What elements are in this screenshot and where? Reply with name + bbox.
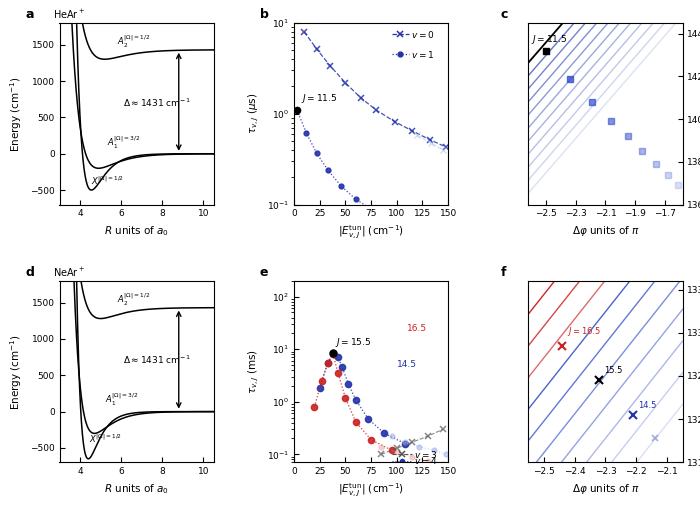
Text: b: b <box>260 8 269 21</box>
X-axis label: $R$ units of $a_0$: $R$ units of $a_0$ <box>104 482 169 496</box>
Text: HeAr$^+$: HeAr$^+$ <box>53 8 85 21</box>
Text: d: d <box>26 266 34 279</box>
Text: e: e <box>260 266 269 279</box>
Text: $X^{|\Omega|=1/2}$: $X^{|\Omega|=1/2}$ <box>90 432 122 445</box>
Text: 14.5: 14.5 <box>397 360 416 369</box>
X-axis label: $|E^{\rm tun}_{v,J}|$ (cm$^{-1}$): $|E^{\rm tun}_{v,J}|$ (cm$^{-1}$) <box>338 224 404 241</box>
Text: $\Delta \approx 1431$ cm$^{-1}$: $\Delta \approx 1431$ cm$^{-1}$ <box>123 96 191 108</box>
Text: c: c <box>500 8 508 21</box>
Text: $A_1^{|\Omega|=3/2}$: $A_1^{|\Omega|=3/2}$ <box>107 134 140 151</box>
Text: $J = 15.5$: $J = 15.5$ <box>335 336 372 349</box>
Text: $A_2^{|\Omega|=1/2}$: $A_2^{|\Omega|=1/2}$ <box>117 34 150 50</box>
Text: $X^{|\Omega|=1/2}$: $X^{|\Omega|=1/2}$ <box>92 175 125 187</box>
Text: 14.5: 14.5 <box>638 401 656 410</box>
Y-axis label: $\tau_{v,J}$ ($\mu$s): $\tau_{v,J}$ ($\mu$s) <box>247 93 261 134</box>
Text: $A_1^{|\Omega|=3/2}$: $A_1^{|\Omega|=3/2}$ <box>105 392 138 408</box>
X-axis label: $R$ units of $a_0$: $R$ units of $a_0$ <box>104 224 169 238</box>
X-axis label: $|E^{\rm tun}_{v,J}|$ (cm$^{-1}$): $|E^{\rm tun}_{v,J}|$ (cm$^{-1}$) <box>338 482 404 499</box>
Text: NeAr$^+$: NeAr$^+$ <box>53 266 85 279</box>
Text: $v = 0$: $v = 0$ <box>411 29 435 40</box>
Text: $A_2^{|\Omega|=1/2}$: $A_2^{|\Omega|=1/2}$ <box>117 292 150 308</box>
Y-axis label: Energy (cm$^{-1}$): Energy (cm$^{-1}$) <box>8 76 24 152</box>
Y-axis label: Energy (cm$^{-1}$): Energy (cm$^{-1}$) <box>8 334 24 410</box>
Text: 15.5: 15.5 <box>604 366 622 376</box>
Text: $v = 3$: $v = 3$ <box>414 449 438 460</box>
Text: 16.5: 16.5 <box>407 324 427 333</box>
Text: $J = 11.5$: $J = 11.5$ <box>301 92 337 105</box>
Text: $J=16.5$: $J=16.5$ <box>567 326 601 338</box>
Text: $v = 4$: $v = 4$ <box>414 455 438 467</box>
Text: $v = 1$: $v = 1$ <box>411 49 435 60</box>
Text: $J=11.5$: $J=11.5$ <box>531 33 568 46</box>
X-axis label: $\Delta\varphi$ units of $\pi$: $\Delta\varphi$ units of $\pi$ <box>571 482 639 496</box>
Y-axis label: $\tau_{v,J}$ (ms): $\tau_{v,J}$ (ms) <box>247 350 261 394</box>
Text: $\Delta \approx 1431$ cm$^{-1}$: $\Delta \approx 1431$ cm$^{-1}$ <box>123 354 191 366</box>
Text: f: f <box>500 266 506 279</box>
X-axis label: $\Delta\varphi$ units of $\pi$: $\Delta\varphi$ units of $\pi$ <box>571 224 639 238</box>
Text: a: a <box>26 8 34 21</box>
